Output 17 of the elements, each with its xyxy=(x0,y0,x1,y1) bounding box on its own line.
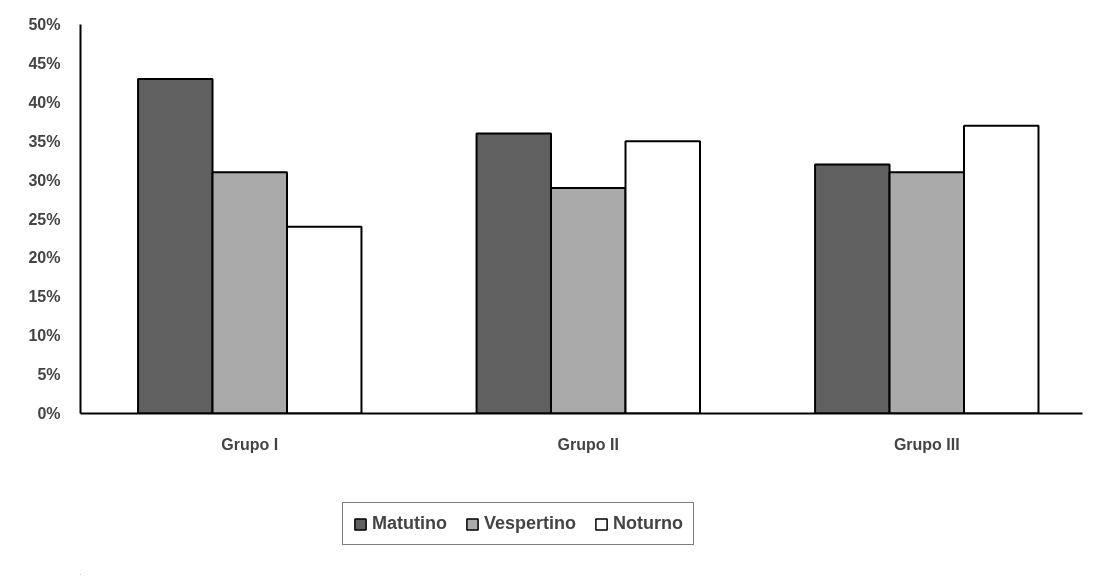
y-tick-label: 50% xyxy=(28,16,61,33)
legend-label: Noturno xyxy=(613,513,683,534)
y-tick-label: 10% xyxy=(28,327,61,345)
y-tick-label: 20% xyxy=(28,249,61,267)
y-tick-label: 35% xyxy=(28,132,61,150)
legend-label: Matutino xyxy=(372,513,447,534)
legend-label: Vespertino xyxy=(483,513,577,534)
x-tick-label: Grupo III xyxy=(893,435,960,453)
y-tick-label: 30% xyxy=(28,171,61,189)
y-tick-label: 40% xyxy=(28,93,61,111)
y-tick-label: 25% xyxy=(28,210,61,228)
x-tick-label: Grupo II xyxy=(557,435,619,453)
x-tick-label: Grupo I xyxy=(221,435,279,453)
y-tick-label: 15% xyxy=(28,288,61,306)
y-tick-label: 0% xyxy=(37,405,61,422)
y-tick-label: 45% xyxy=(28,54,61,72)
y-tick-label: 5% xyxy=(37,366,61,384)
